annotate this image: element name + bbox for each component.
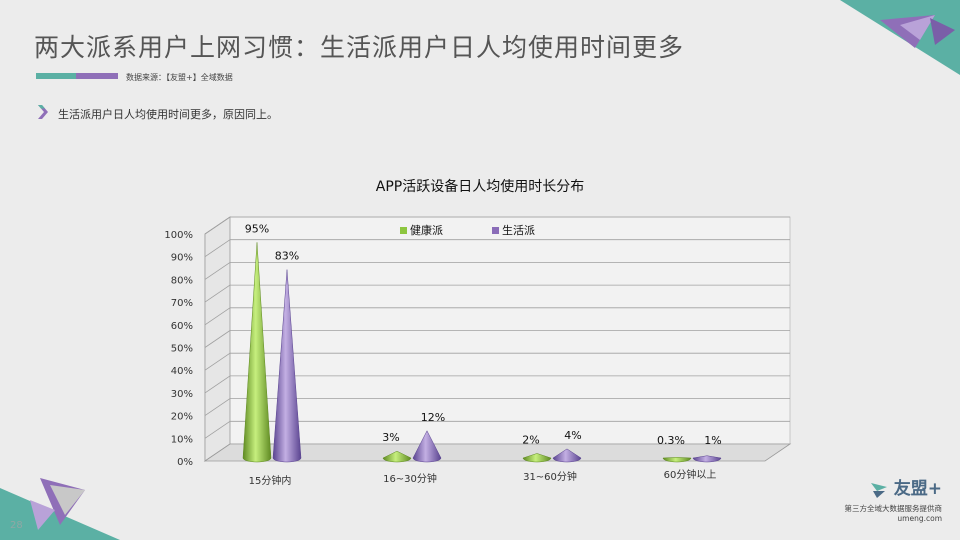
gridline-side xyxy=(204,216,231,235)
gridline-side xyxy=(204,375,231,394)
data-label: 95% xyxy=(245,222,269,235)
cone-mark xyxy=(552,448,582,463)
gridline-side xyxy=(204,307,231,326)
y-tick-label: 0% xyxy=(177,457,193,468)
brand-site: umeng.com xyxy=(897,514,942,523)
legend-label: 健康派 xyxy=(410,223,443,237)
title-accent-purple xyxy=(76,73,118,79)
chevron-right-icon xyxy=(38,105,48,119)
logo-icon xyxy=(870,482,887,498)
data-label: 0.3% xyxy=(657,434,685,447)
brand-logo: 友盟+ xyxy=(893,479,942,499)
title-accent-teal xyxy=(36,73,76,79)
legend-swatch xyxy=(492,227,499,234)
brand-tagline: 第三方全域大数据服务提供商 xyxy=(844,504,943,513)
y-tick-label: 90% xyxy=(171,253,193,264)
x-tick-label: 15分钟内 xyxy=(249,474,292,487)
page-number: 28 xyxy=(10,520,23,531)
gridline-side xyxy=(204,262,231,280)
gridline-side xyxy=(204,239,231,258)
legend-label: 生活派 xyxy=(502,223,535,237)
gridline-side xyxy=(204,352,231,371)
cone-mark xyxy=(242,242,272,463)
cone-mark xyxy=(412,430,442,463)
y-tick-label: 50% xyxy=(171,344,193,355)
gridline-side xyxy=(204,284,231,303)
cone-mark xyxy=(692,455,722,463)
data-label: 12% xyxy=(421,411,445,424)
bullet-point: 生活派用户日人均使用时间更多，原因同上。 xyxy=(58,108,278,121)
data-label: 83% xyxy=(275,250,299,263)
gridline-side xyxy=(204,398,231,416)
data-label: 1% xyxy=(704,434,721,447)
cone-mark xyxy=(662,457,692,463)
cone-mark xyxy=(382,450,412,463)
legend-swatch xyxy=(400,227,407,234)
y-tick-label: 100% xyxy=(164,230,193,241)
x-tick-label: 31~60分钟 xyxy=(523,470,577,483)
data-label: 4% xyxy=(564,429,581,442)
x-tick-label: 16~30分钟 xyxy=(383,472,437,485)
bottom-left-decoration xyxy=(0,478,120,540)
brand-block: 友盟+ 第三方全域大数据服务提供商 umeng.com xyxy=(845,474,943,523)
y-tick-label: 60% xyxy=(171,321,193,332)
chart-title: APP活跃设备日人均使用时长分布 xyxy=(375,179,585,195)
top-right-decoration xyxy=(840,0,960,75)
y-tick-label: 40% xyxy=(171,366,193,377)
y-tick-label: 70% xyxy=(171,298,193,309)
data-label: 3% xyxy=(382,431,399,444)
page-title: 两大派系用户上网习惯：生活派用户日人均使用时间更多 xyxy=(34,33,685,62)
y-tick-label: 10% xyxy=(171,434,193,445)
y-tick-label: 30% xyxy=(171,389,193,400)
y-tick-label: 80% xyxy=(171,275,193,286)
gridline-side xyxy=(204,330,231,348)
data-source-note: 数据来源：【友盟+】全域数据 xyxy=(126,73,233,82)
x-tick-label: 60分钟以上 xyxy=(664,468,717,481)
gridline-side xyxy=(204,420,231,439)
data-label: 2% xyxy=(522,433,539,446)
cone-mark xyxy=(272,269,302,463)
cone-mark xyxy=(522,453,552,463)
plot-floor xyxy=(203,443,792,462)
y-tick-label: 20% xyxy=(171,412,193,423)
